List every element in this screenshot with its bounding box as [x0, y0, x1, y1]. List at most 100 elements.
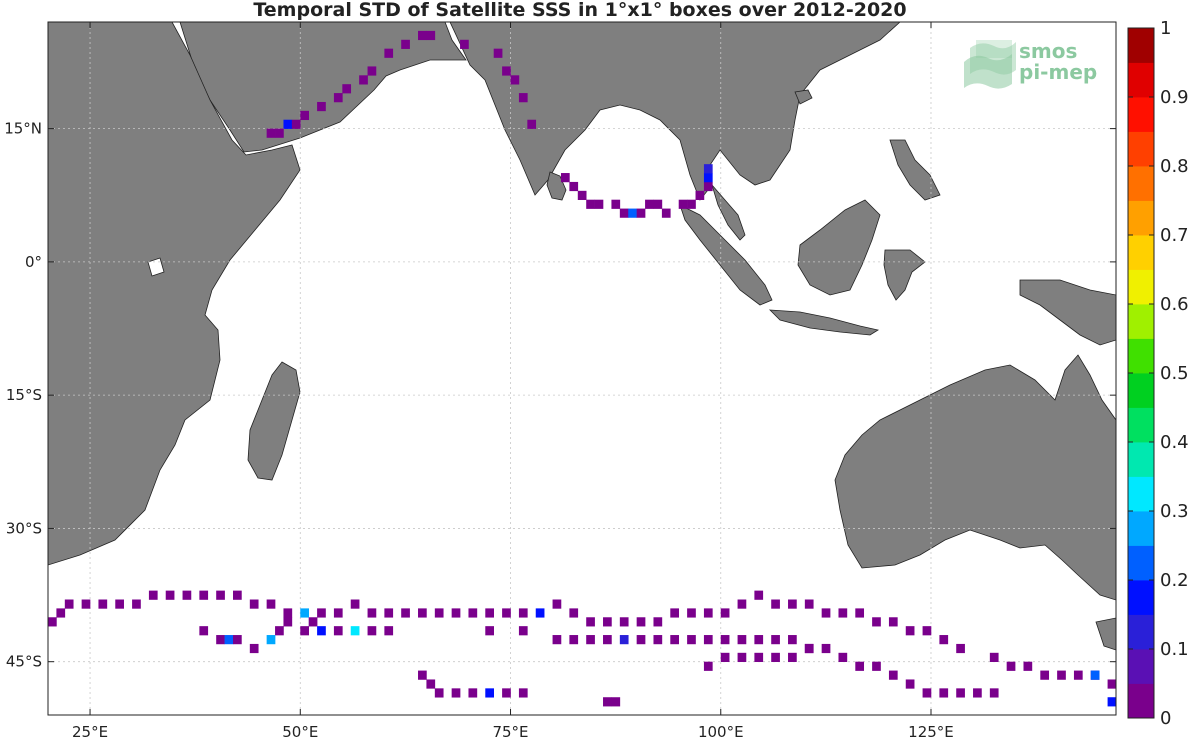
colorbar-segment	[1128, 269, 1154, 305]
land-borneo	[797, 199, 881, 296]
colorbar-tick-label: 1	[1160, 18, 1171, 39]
std-cell	[670, 608, 680, 618]
std-cell	[754, 590, 764, 600]
std-cell	[350, 626, 360, 636]
std-cell	[266, 128, 276, 138]
std-cell	[1057, 670, 1066, 680]
std-cell	[821, 608, 831, 618]
colorbar-segment	[1128, 97, 1154, 132]
std-cell	[838, 652, 848, 662]
std-cell	[720, 608, 730, 618]
std-cell	[493, 48, 503, 58]
land-madagascar	[247, 361, 301, 481]
std-cell	[855, 661, 865, 671]
std-cell	[64, 599, 74, 609]
std-cell	[518, 626, 528, 636]
std-cell	[317, 101, 326, 112]
std-cell	[291, 119, 301, 129]
std-cell	[989, 688, 999, 698]
std-cell	[703, 661, 713, 671]
colorbar-tick-labels: 0 0.1 0.2 0.3 0.4 0.5 0.6 0.7 0.8 0.9 1	[1128, 18, 1189, 729]
std-cell	[460, 39, 469, 49]
std-cell	[804, 599, 814, 609]
std-cell	[653, 199, 663, 209]
std-cell	[788, 599, 797, 609]
logo-line-1: smos	[1019, 39, 1077, 63]
colorbar-tick-label: 0.3	[1160, 501, 1189, 522]
std-cell	[678, 199, 688, 209]
std-cell	[333, 626, 343, 636]
std-cell	[989, 652, 999, 662]
std-cell	[1023, 661, 1033, 671]
std-cell	[249, 643, 259, 654]
std-cell	[888, 670, 898, 680]
std-cell	[485, 608, 495, 618]
colorbar-segment	[1128, 580, 1154, 615]
std-cell	[451, 688, 461, 698]
std-cell	[384, 626, 394, 636]
std-cell	[670, 635, 680, 645]
std-cell	[973, 688, 982, 698]
std-cell	[922, 688, 932, 698]
colorbar-segment	[1128, 166, 1154, 201]
std-cell	[872, 661, 881, 671]
std-cell	[384, 48, 394, 58]
std-cell	[199, 590, 209, 600]
std-cell	[661, 208, 671, 218]
std-cell	[1006, 661, 1016, 671]
std-cell	[308, 617, 318, 627]
std-cell	[426, 30, 436, 41]
std-cell	[535, 608, 545, 618]
std-cell	[838, 608, 848, 618]
std-cell	[611, 697, 621, 707]
std-cell	[485, 688, 495, 698]
std-cell	[771, 635, 780, 645]
data-cells	[48, 30, 1116, 707]
std-cell	[451, 608, 461, 618]
y-tick-label: 30°S	[6, 519, 42, 537]
std-cell	[249, 599, 259, 609]
std-cell	[956, 688, 965, 698]
std-cell	[636, 617, 646, 627]
std-cell	[300, 626, 309, 636]
colorbar-tick-label: 0.1	[1160, 639, 1189, 660]
std-cell	[603, 697, 612, 707]
std-cell	[1073, 670, 1083, 680]
std-cell	[619, 208, 629, 218]
colorbar-tick-label: 0.9	[1160, 87, 1189, 108]
y-tick-label: 15°N	[4, 120, 42, 138]
std-cell	[771, 599, 780, 609]
std-cell	[333, 93, 343, 103]
colorbar-segment	[1128, 28, 1154, 63]
std-cell	[804, 643, 814, 654]
std-cell	[367, 66, 377, 76]
std-cell	[619, 635, 629, 645]
y-tick-labels: 15°N 0° 15°S 30°S 45°S	[4, 120, 42, 671]
axis-ticks	[48, 22, 1116, 715]
std-cell	[636, 635, 646, 645]
land-malay-peninsula	[711, 184, 746, 241]
std-cell	[426, 679, 436, 689]
land-philippines	[889, 139, 941, 201]
colorbar-tick-label: 0.7	[1160, 225, 1189, 246]
x-tick-label: 100°E	[698, 723, 744, 740]
x-tick-label: 50°E	[282, 723, 318, 740]
std-cell	[367, 608, 377, 618]
colorbar-segment	[1128, 614, 1154, 650]
std-cell	[872, 617, 881, 627]
std-cell	[619, 617, 629, 627]
std-cell	[703, 635, 713, 645]
std-cell	[224, 635, 234, 645]
std-cell	[518, 608, 528, 618]
colorbar-tick-label: 0	[1160, 708, 1171, 729]
std-cell	[754, 635, 764, 645]
std-cell	[737, 599, 747, 609]
std-cell	[485, 626, 495, 636]
colorbar-segment	[1128, 511, 1154, 546]
colorbar-tick-label: 0.2	[1160, 570, 1189, 591]
chart-title: Temporal STD of Satellite SSS in 1°x1° b…	[253, 0, 906, 21]
std-cell	[182, 590, 192, 600]
std-cell	[821, 643, 831, 654]
std-cell	[603, 635, 612, 645]
colorbar-segment	[1128, 683, 1154, 719]
